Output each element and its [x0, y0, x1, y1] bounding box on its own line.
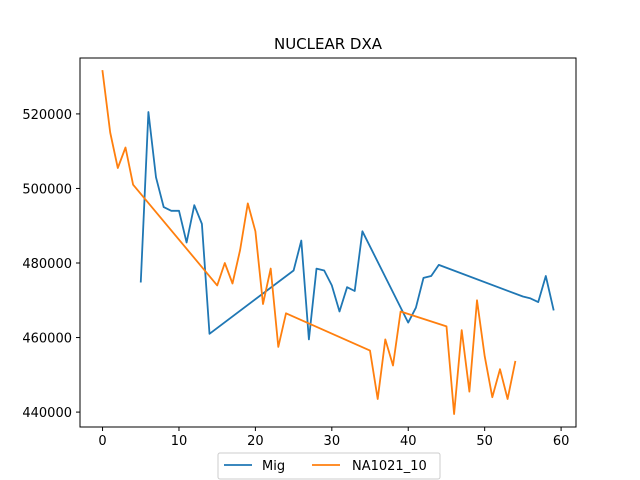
series-line-na1021-10 — [101, 69, 517, 415]
legend-label-mig: Mig — [262, 459, 285, 474]
x-tick-label: 20 — [247, 434, 264, 449]
x-tick-label: 10 — [171, 434, 188, 449]
y-tick-label: 500000 — [22, 182, 72, 197]
x-tick-label: 40 — [400, 434, 417, 449]
x-tick-label: 0 — [98, 434, 106, 449]
legend-label-na1021-10: NA1021_10 — [352, 459, 427, 474]
y-tick-label: 480000 — [22, 257, 72, 272]
y-tick-label: 520000 — [22, 108, 72, 123]
y-tick-label: 440000 — [22, 406, 72, 421]
y-tick-label: 460000 — [22, 332, 72, 347]
y-axis: 440000 460000 480000 500000 520000 — [22, 108, 80, 421]
plot-frame — [79, 57, 577, 428]
x-tick-label: 50 — [476, 434, 493, 449]
series-line-mig — [139, 111, 555, 341]
chart-title: NUCLEAR DXA — [274, 35, 383, 53]
x-axis: 0 10 20 30 40 50 60 — [98, 427, 569, 449]
x-tick-label: 60 — [553, 434, 570, 449]
x-tick-label: 30 — [324, 434, 341, 449]
legend-box — [217, 452, 441, 480]
legend: Mig NA1021_10 — [217, 452, 441, 480]
series-layer — [101, 69, 555, 415]
